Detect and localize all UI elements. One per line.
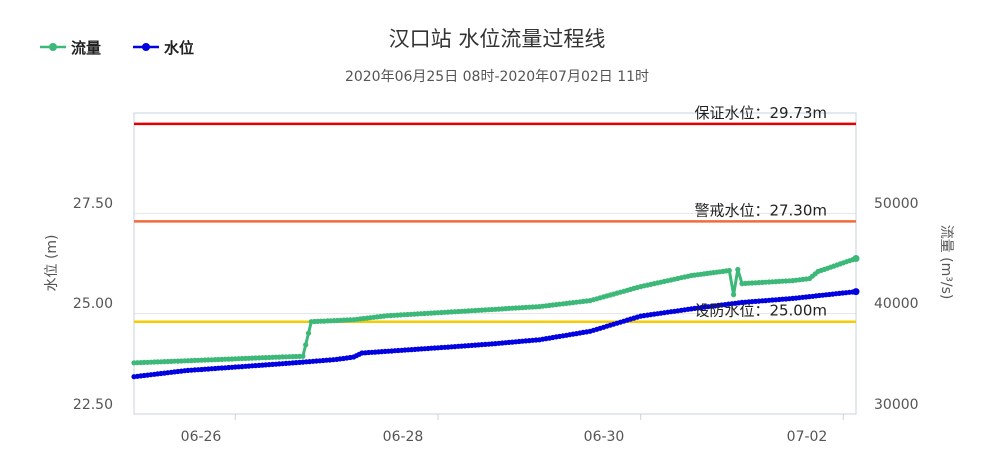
chart-title: 汉口站 水位流量过程线 <box>389 27 606 51</box>
y-left-tick: 27.50 <box>73 196 113 212</box>
series-level <box>131 288 860 380</box>
x-ticks: 06-26 06-28 06-30 07-02 <box>181 429 828 445</box>
flow-point <box>305 330 312 336</box>
y-right-tick: 50000 <box>874 196 919 212</box>
legend-level-label: 水位 <box>164 39 194 57</box>
flow-point <box>735 266 741 273</box>
reference-label: 设防水位：25.00m <box>694 302 827 320</box>
reference-label: 警戒水位：27.30m <box>694 201 827 219</box>
y-right-tick: 40000 <box>874 296 919 312</box>
legend-item-flow[interactable]: 流量 <box>40 39 101 57</box>
flow-point <box>852 254 860 262</box>
legend-level-marker <box>142 43 150 51</box>
y-left-ticks: 22.50 25.00 27.50 <box>73 196 113 413</box>
flow-point <box>300 353 306 359</box>
reference-lines <box>134 122 856 323</box>
x-tick: 07-02 <box>787 429 828 445</box>
x-tick: 06-26 <box>181 429 222 445</box>
y-left-tick: 25.00 <box>73 296 113 312</box>
y-left-axis-title: 水位 (m) <box>44 234 60 291</box>
chart-subtitle: 2020年06月25日 08时-2020年07月02日 11时 <box>345 69 649 85</box>
legend-flow-label: 流量 <box>71 39 101 57</box>
reference-label: 保证水位：29.73m <box>694 104 827 122</box>
flow-point <box>303 342 309 348</box>
series <box>131 254 860 380</box>
level-point <box>852 288 860 296</box>
reference-labels: 保证水位：29.73m 警戒水位：27.30m 设防水位：25.00m <box>694 104 827 320</box>
plot-frame <box>133 112 857 415</box>
x-tick: 06-30 <box>584 429 625 445</box>
y-right-ticks: 30000 40000 50000 <box>874 196 919 413</box>
legend-flow-marker <box>49 43 57 51</box>
x-tick: 06-28 <box>383 429 424 445</box>
flow-point <box>731 292 737 298</box>
y-right-tick: 30000 <box>874 397 919 413</box>
flow-point <box>726 267 732 274</box>
legend-item-level[interactable]: 水位 <box>133 39 194 57</box>
y-left-tick: 22.50 <box>73 397 113 413</box>
y-right-axis-title: 流量 (m³/s) <box>938 225 954 300</box>
legend: 流量 水位 <box>40 39 194 57</box>
series-flow <box>131 254 860 366</box>
